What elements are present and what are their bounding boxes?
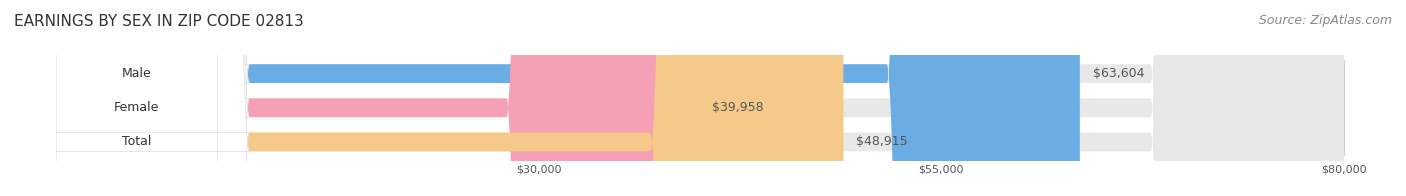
FancyBboxPatch shape (24, 0, 249, 196)
FancyBboxPatch shape (56, 0, 1344, 196)
FancyBboxPatch shape (24, 0, 249, 196)
FancyBboxPatch shape (56, 0, 1344, 196)
Text: Male: Male (122, 67, 152, 80)
FancyBboxPatch shape (56, 0, 1080, 196)
Text: $48,915: $48,915 (856, 135, 908, 148)
FancyBboxPatch shape (56, 0, 1344, 196)
FancyBboxPatch shape (56, 0, 844, 196)
Text: Total: Total (122, 135, 152, 148)
Text: $39,958: $39,958 (713, 101, 763, 114)
Text: $63,604: $63,604 (1092, 67, 1144, 80)
Text: Source: ZipAtlas.com: Source: ZipAtlas.com (1258, 14, 1392, 27)
FancyBboxPatch shape (24, 0, 249, 196)
FancyBboxPatch shape (56, 0, 699, 196)
Text: Female: Female (114, 101, 159, 114)
Text: EARNINGS BY SEX IN ZIP CODE 02813: EARNINGS BY SEX IN ZIP CODE 02813 (14, 14, 304, 29)
